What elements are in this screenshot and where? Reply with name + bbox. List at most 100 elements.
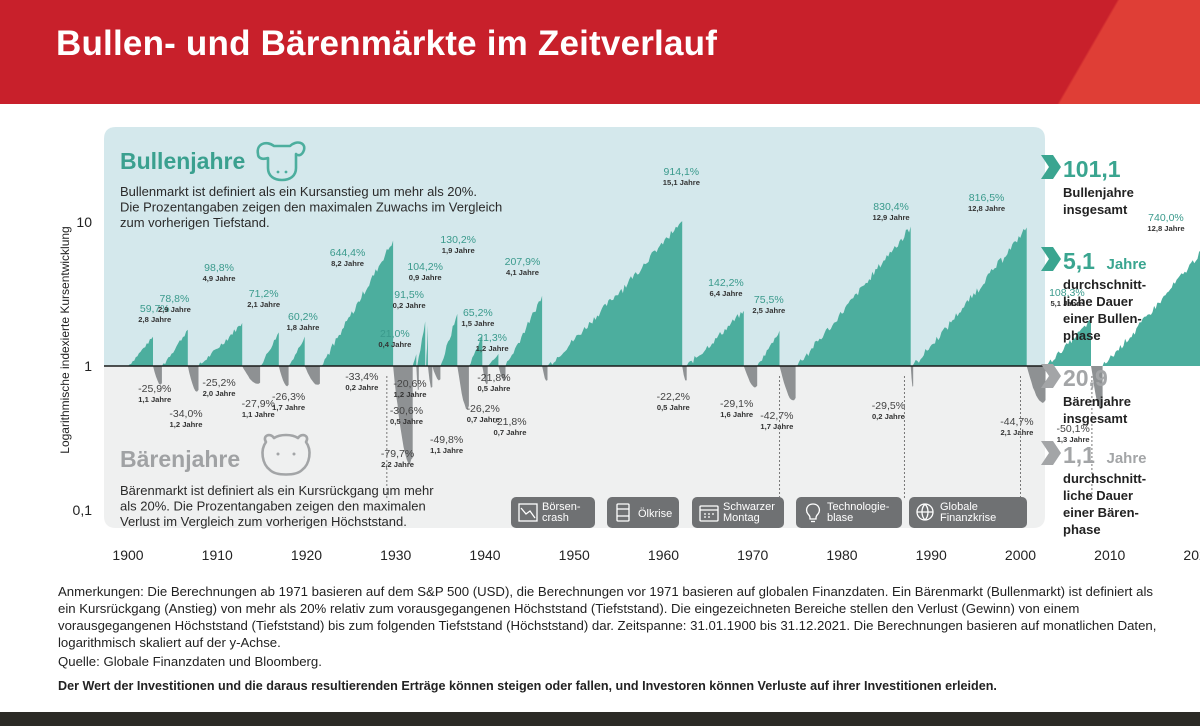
bear-pct-label: -49,8% [430, 434, 463, 446]
bottom-strip [0, 712, 1200, 726]
bull-market-area [686, 310, 744, 366]
x-tick-label: 2000 [1005, 547, 1036, 563]
bull-market-area [260, 332, 279, 366]
x-tick-label: 1970 [737, 547, 768, 563]
x-tick-label: 1940 [469, 547, 500, 563]
summary-item: 101,1 Bullenjahre insgesamt [1041, 155, 1134, 217]
chart-sections: Bullenjahre Bullenmarkt ist definiert als… [120, 141, 502, 529]
bear-duration-label: 2,0 Jahre [203, 389, 236, 398]
bull-market-area [288, 336, 305, 366]
bull-market-area [505, 295, 543, 366]
bear-market-area [427, 366, 433, 388]
bear-market-area [1091, 366, 1103, 409]
summary-item: 1,1 Jahre durchschnitt-liche Dauer einer Bä… [1041, 441, 1147, 537]
bear-duration-label: 0,5 Jahre [390, 417, 423, 426]
bull-pct-label: 130,2% [440, 234, 476, 246]
bear-market-area [432, 366, 441, 381]
event-box [511, 497, 595, 528]
event-label: blase [827, 512, 853, 524]
bear-duration-label: 0,5 Jahre [477, 384, 510, 393]
bear-pct-label: -29,1% [720, 398, 753, 410]
bull-market-area [128, 336, 153, 366]
bull-description-line: zum vorherigen Tiefstand. [120, 215, 270, 230]
bull-duration-label: 0,9 Jahre [409, 273, 442, 282]
bull-pct-label: 78,8% [160, 293, 190, 305]
bear-pct-label: -30,6% [390, 405, 423, 417]
bull-pct-label: 644,4% [330, 247, 366, 259]
y-tick-label: 1 [84, 358, 92, 374]
bear-pct-label: -21,8% [477, 372, 510, 384]
bear-market-area [187, 366, 199, 392]
summary-line: liche Dauer [1063, 294, 1133, 309]
bear-duration-label: 0,2 Jahre [345, 383, 378, 392]
bear-panel [104, 366, 1045, 528]
summary-value: 20,9 [1063, 365, 1108, 391]
source-text: Quelle: Globale Finanzdaten und Bloomber… [58, 654, 322, 669]
bear-market-area [416, 366, 419, 391]
x-tick-label: 1910 [202, 547, 233, 563]
x-tick-label: 2020 [1183, 547, 1200, 563]
bear-pct-label: -44,7% [1000, 416, 1033, 428]
event-box [909, 497, 1027, 528]
bear-market-area [153, 366, 162, 385]
summary-line: insgesamt [1063, 411, 1128, 426]
bull-duration-label: 12,9 Jahre [873, 213, 910, 222]
bull-icon [256, 141, 306, 182]
bull-bear-chart: 59,7%2,8 Jahre 78,8%2,9 Jahre 98,8%4,9 Jah… [58, 127, 1200, 563]
event-box [692, 497, 784, 528]
page-title: Bullen- und Bärenmärkte im Zeitverlauf [56, 24, 718, 63]
bull-market-area [198, 323, 243, 366]
summary-item: 5,1 Jahre durchschnitt-liche Dauer einer Bu… [1041, 247, 1147, 343]
event-marker: Technologie-blase [796, 376, 1021, 528]
chart-axes: Logarithmische indexierte Kursentwicklun… [58, 214, 1200, 563]
bear-market-area [779, 366, 796, 401]
bull-duration-label: 2,5 Jahre [752, 306, 785, 315]
bull-pct-label: 21,0% [380, 328, 410, 340]
summary-arrow [1041, 364, 1061, 388]
summary-line: Bärenjahre [1063, 394, 1131, 409]
bull-market-area [547, 221, 683, 366]
bear-market-area [457, 366, 469, 410]
bull-market-area [757, 330, 780, 366]
bear-duration-label: 2,2 Jahre [381, 460, 414, 469]
bear-description-line: Bärenmarkt ist definiert als ein Kursrüc… [120, 483, 434, 498]
bear-pct-label: -33,4% [345, 371, 378, 383]
coins-globe-icon [916, 503, 934, 521]
summary-value: 1,1 [1063, 442, 1095, 468]
bear-market-area [1026, 366, 1046, 403]
bear-duration-label: 1,7 Jahre [272, 403, 305, 412]
bear-duration-label: 1,1 Jahre [430, 446, 463, 455]
summary-line: phase [1063, 522, 1101, 537]
bull-pct-label: 830,4% [873, 201, 909, 213]
summary-arrow [1041, 155, 1061, 179]
bear-duration-label: 0,5 Jahre [657, 403, 690, 412]
event-box [607, 497, 679, 528]
bull-duration-label: 4,9 Jahre [203, 274, 236, 283]
bear-duration-label: 0,7 Jahre [467, 415, 500, 424]
footnotes: Anmerkungen: Die Berechnungen ab 1971 ba… [58, 583, 1168, 695]
bull-pct-label: 108,3% [1049, 287, 1085, 299]
bear-pct-label: -34,0% [169, 408, 202, 420]
bear-market-area [682, 366, 687, 381]
oil-barrel-icon [616, 503, 630, 522]
bull-pct-label: 71,2% [249, 288, 279, 300]
bull-pct-label: 816,5% [969, 192, 1005, 204]
x-tick-label: 1900 [112, 547, 143, 563]
bull-duration-label: 2,8 Jahre [138, 315, 171, 324]
bull-pct-label: 65,2% [463, 307, 493, 319]
x-tick-label: 1930 [380, 547, 411, 563]
bull-panel [104, 127, 1045, 366]
bull-duration-label: 0,4 Jahre [378, 340, 411, 349]
bull-market-area [440, 313, 458, 366]
bull-market-area [487, 353, 499, 366]
summary-line: einer Bullen- [1063, 311, 1142, 326]
bull-pct-label: 104,2% [407, 261, 443, 273]
bull-market-area [468, 334, 483, 366]
notes-text: Anmerkungen: Die Berechnungen ab 1971 ba… [58, 584, 1157, 650]
bear-duration-label: 0,2 Jahre [872, 412, 905, 421]
header-accent [1000, 0, 1200, 104]
bear-market-area [242, 366, 261, 384]
calendar-icon [699, 505, 719, 522]
summary-item: 20,9 Bärenjahre insgesamt [1041, 364, 1131, 426]
